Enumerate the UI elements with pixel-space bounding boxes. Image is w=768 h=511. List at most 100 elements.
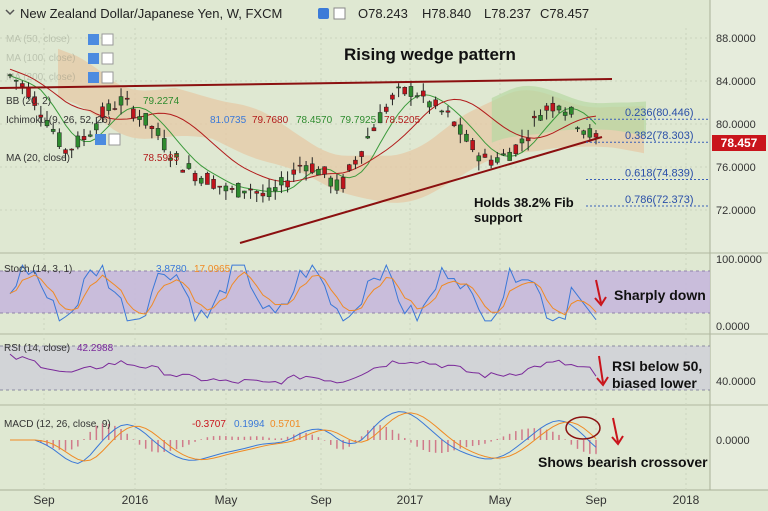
legend-ma2-eye-icon[interactable] [101,52,114,65]
legend-ichimoku-eye-icon[interactable] [108,133,121,146]
legend-ma3-settings-icon[interactable] [88,72,99,83]
candle-body [445,110,451,113]
candle-body [488,159,494,166]
candle-body [20,83,25,87]
wedge-upper-line [0,78,613,89]
ohlc-low: L78.237 [484,6,531,21]
settings-icon[interactable] [318,8,329,19]
stoch-d-line [9,271,597,316]
stoch-k-line [9,263,597,323]
legend-ma2: MA (100, close) [6,53,75,64]
candle-body [538,115,543,121]
candle-body [254,191,259,194]
candle-body [433,99,438,107]
legend-ma3-eye-icon[interactable] [101,71,114,84]
candle-body [340,177,346,189]
expand-icon[interactable] [5,9,15,16]
wedge-title: Rising wedge pattern [344,45,516,64]
legend-ma2-settings-icon[interactable] [88,53,99,64]
rsi-band [0,346,710,390]
legend-ichimoku-v2: 79.7680 [252,115,289,126]
candle-body [569,106,574,115]
candle-body [507,151,512,161]
candle-body [143,113,148,126]
rsi-label: RSI (14, close) [4,343,70,354]
ma-red-line [9,68,597,183]
price-tick-label: 88.0000 [716,33,756,45]
stoch-tick-0: 0.0000 [716,321,750,333]
legend-ma1-settings-icon[interactable] [88,34,99,45]
candle-body [359,151,364,157]
time-axis-label: May [489,493,512,507]
candle-body [384,106,389,112]
candle-body [94,123,99,131]
legend-bb: BB (20, 2) [6,96,51,107]
candle-body [451,121,457,127]
ichimoku-cloud-green [491,85,646,143]
candle-body [371,127,377,132]
legend-ichimoku-settings-icon[interactable] [95,134,106,145]
candle-body [112,108,118,110]
visibility-icon[interactable] [333,7,346,20]
stoch-down-arrow-icon [594,279,607,307]
candle-body [285,180,290,188]
candle-body [205,172,210,185]
candle-body [310,163,315,173]
fib-level-label: 0.236(80.446) [625,107,694,119]
candle-body [180,169,185,173]
fib-support-note-1: Holds 38.2% Fib [474,195,574,210]
candle-body [439,110,445,113]
candle-body [525,137,531,142]
ohlc-high: H78.840 [422,6,471,21]
candle-body [421,90,426,97]
macd-value-3: 0.5701 [270,419,301,430]
candle-body [168,157,173,161]
candle-body [519,138,525,144]
candle-body [279,177,284,186]
fib-level-label: 0.382(78.303) [625,130,694,142]
candle-body [408,86,414,97]
time-axis-label: Sep [310,493,332,507]
candle-body [291,169,296,175]
stoch-k-value: 3.8780 [156,264,187,275]
rsi-down-arrow-icon [596,355,609,387]
rsi-note-2: biased lower [612,375,697,391]
candle-body [229,188,235,190]
candle-body [322,166,327,175]
candle-body [501,153,506,156]
candle-body [186,163,192,169]
candle-body [365,136,371,139]
candle-body [192,173,198,182]
candle-body [562,111,568,116]
candle-body [100,106,105,118]
candle-body [272,187,278,192]
rsi-value: 42.2988 [77,343,114,354]
legend-ma1-eye-icon[interactable] [101,33,114,46]
candle-body [556,105,562,111]
price-tick-label: 80.0000 [716,119,756,131]
macd-line [10,411,597,464]
wedge-lower-line [239,136,603,244]
stoch-tick-100: 100.0000 [716,254,762,266]
stoch-label: Stoch (14, 3, 1) [4,264,72,275]
time-axis-label: Sep [33,493,55,507]
candle-body [149,125,155,129]
candle-body [334,179,340,191]
candle-body [137,116,142,120]
time-axis-label: May [215,493,238,507]
legend-ma1: MA (50, close) [6,34,70,45]
candle-body [81,136,87,140]
candle-body [63,149,68,154]
candle-body [57,132,62,147]
time-axis-label: Sep [585,493,607,507]
rsi-line [9,353,597,385]
macd-note: Shows bearish crossover [538,454,708,470]
macd-tick-0: 0.0000 [716,435,750,447]
candle-body [50,129,56,132]
candle-body [124,97,130,100]
legend-ma20-value: 78.5985 [143,153,180,164]
candle-body [427,101,432,108]
rsi-note-1: RSI below 50, [612,358,702,374]
candle-body [458,124,463,135]
